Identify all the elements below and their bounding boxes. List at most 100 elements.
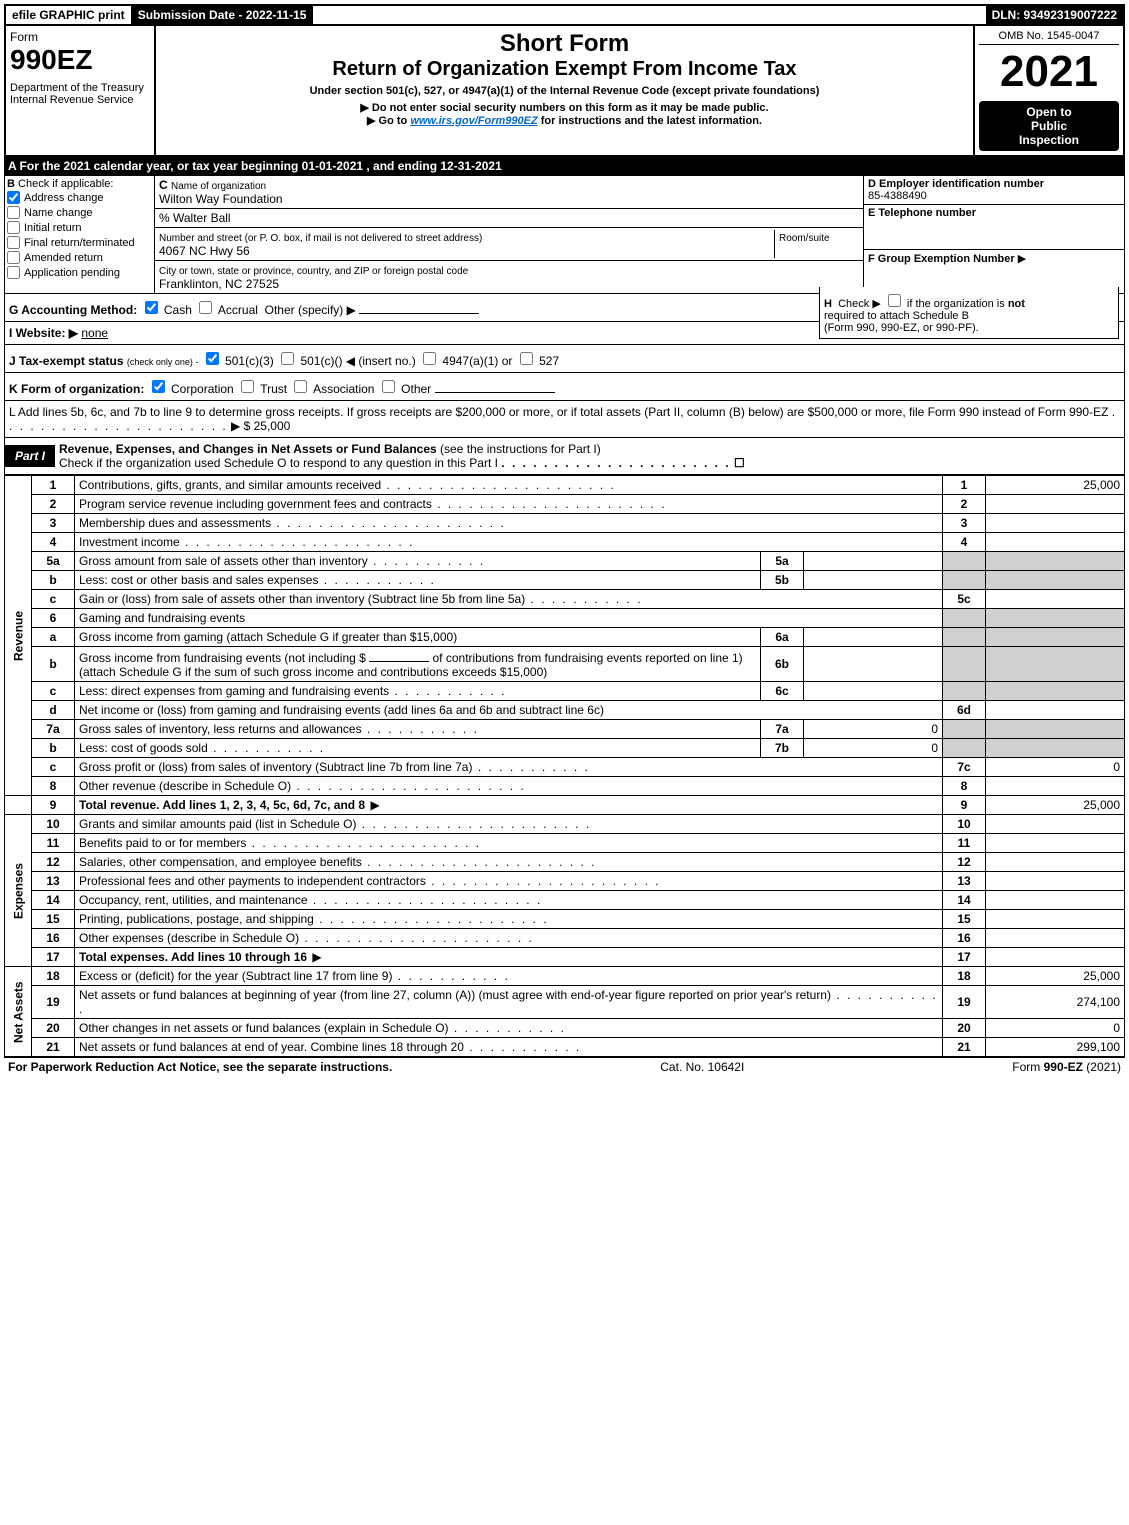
short-form-title: Short Form: [160, 30, 969, 58]
ln-9: 9: [32, 796, 75, 815]
ln-6b: b: [32, 647, 75, 682]
amt-18: 25,000: [986, 967, 1125, 986]
accrual-check[interactable]: [199, 301, 212, 314]
rn-3: 3: [943, 514, 986, 533]
amt-3: [986, 514, 1125, 533]
k-blank: [435, 380, 555, 393]
amt-20: 0: [986, 1019, 1125, 1038]
app-pending-check[interactable]: [7, 266, 20, 279]
opt-501c-b: ) ◀ (insert no.): [338, 354, 415, 368]
rn-11: 11: [943, 834, 986, 853]
name-change-check[interactable]: [7, 206, 20, 219]
ln-12: 12: [32, 853, 75, 872]
r10-text: Grants and similar amounts paid (list in…: [79, 817, 591, 831]
r11-text: Benefits paid to or for members: [79, 836, 481, 850]
rn-21: 21: [943, 1038, 986, 1057]
final-return-check[interactable]: [7, 236, 20, 249]
j-label: J Tax-exempt status: [9, 354, 124, 368]
b-label: B: [7, 178, 15, 190]
cash-label: Cash: [164, 303, 192, 317]
ln-5a: 5a: [32, 552, 75, 571]
other-org-check[interactable]: [382, 380, 395, 393]
amt-2: [986, 495, 1125, 514]
sn-7a: 7a: [761, 720, 804, 739]
g-label: G Accounting Method:: [9, 303, 137, 317]
4947-check[interactable]: [423, 352, 436, 365]
arrow-icon: ▶: [1018, 253, 1026, 265]
open-line1: Open to: [983, 105, 1115, 119]
top-bar: efile GRAPHIC print Submission Date - 20…: [4, 4, 1125, 26]
revenue-label: Revenue: [5, 476, 32, 796]
rn-4: 4: [943, 533, 986, 552]
amt-9: 25,000: [986, 796, 1125, 815]
r4-text: Investment income: [79, 535, 414, 549]
assoc-check[interactable]: [294, 380, 307, 393]
final-return: Final return/terminated: [24, 237, 135, 249]
amt-15: [986, 910, 1125, 929]
r6c-text: Less: direct expenses from gaming and fu…: [79, 684, 507, 698]
r5c-text: Gain or (loss) from sale of assets other…: [79, 592, 643, 606]
rn-6d: 6d: [943, 701, 986, 720]
ln-5b: b: [32, 571, 75, 590]
ln-6d: d: [32, 701, 75, 720]
h-not: not: [1008, 298, 1025, 310]
care-of: % Walter Ball: [159, 211, 231, 225]
501c-check[interactable]: [281, 352, 294, 365]
efile-label: efile GRAPHIC print: [6, 6, 132, 24]
j-sub: (check only one) -: [127, 357, 199, 367]
h-text1: Check ▶: [838, 298, 881, 310]
initial-return-check[interactable]: [7, 221, 20, 234]
r6a-text: Gross income from gaming (attach Schedul…: [75, 628, 761, 647]
527-check[interactable]: [520, 352, 533, 365]
amended-check[interactable]: [7, 251, 20, 264]
amt-7c: 0: [986, 758, 1125, 777]
lines-table: Revenue 1 Contributions, gifts, grants, …: [4, 475, 1125, 1057]
opt-501c3: 501(c)(3): [225, 354, 274, 368]
amt-4: [986, 533, 1125, 552]
app-pending: Application pending: [24, 267, 120, 279]
r14-text: Occupancy, rent, utilities, and maintena…: [79, 893, 542, 907]
sn-5b: 5b: [761, 571, 804, 590]
r18-text: Excess or (deficit) for the year (Subtra…: [79, 969, 510, 983]
h-check[interactable]: [888, 294, 901, 307]
cash-check[interactable]: [145, 301, 158, 314]
form-header: Form 990EZ Department of the Treasury In…: [4, 26, 1125, 157]
open-line2: Public: [983, 119, 1115, 133]
addr-change-check[interactable]: [7, 191, 20, 204]
sv-5b: [804, 571, 943, 590]
rn-5c: 5c: [943, 590, 986, 609]
website-value: none: [81, 326, 108, 340]
dln-number: DLN: 93492319007222: [986, 6, 1123, 24]
street-label: Number and street (or P. O. box, if mail…: [159, 233, 482, 244]
ln-21: 21: [32, 1038, 75, 1057]
other-specify: Other (specify) ▶: [265, 303, 356, 317]
form-number: 990EZ: [10, 44, 150, 76]
sn-6c: 6c: [761, 682, 804, 701]
goto-post: for instructions and the latest informat…: [538, 115, 762, 127]
ln-6c: c: [32, 682, 75, 701]
501c3-check[interactable]: [206, 352, 219, 365]
irs-link[interactable]: www.irs.gov/Form990EZ: [410, 115, 537, 127]
rn-9: 9: [943, 796, 986, 815]
org-name: Wilton Way Foundation: [159, 192, 283, 206]
r6d-text: Net income or (loss) from gaming and fun…: [75, 701, 943, 720]
part1-title: Revenue, Expenses, and Changes in Net As…: [59, 442, 437, 456]
ln-19: 19: [32, 986, 75, 1019]
row-h: H Check ▶ if the organization is not req…: [819, 287, 1119, 339]
footer-right-bold: 990-EZ: [1044, 1060, 1083, 1074]
trust-check[interactable]: [241, 380, 254, 393]
r8-text: Other revenue (describe in Schedule O): [79, 779, 526, 793]
ln-6: 6: [32, 609, 75, 628]
section-bcdef: B Check if applicable: Address change Na…: [4, 175, 1125, 294]
ln-1: 1: [32, 476, 75, 495]
other-blank: [359, 301, 479, 314]
net-assets-label: Net Assets: [5, 967, 32, 1057]
expenses-label: Expenses: [5, 815, 32, 967]
ln-7c: c: [32, 758, 75, 777]
r6-text: Gaming and fundraising events: [75, 609, 943, 628]
ln-11: 11: [32, 834, 75, 853]
submission-date: Submission Date - 2022-11-15: [132, 6, 314, 24]
omb-number: OMB No. 1545-0047: [979, 30, 1119, 45]
corp-check[interactable]: [152, 380, 165, 393]
amt-1: 25,000: [986, 476, 1125, 495]
